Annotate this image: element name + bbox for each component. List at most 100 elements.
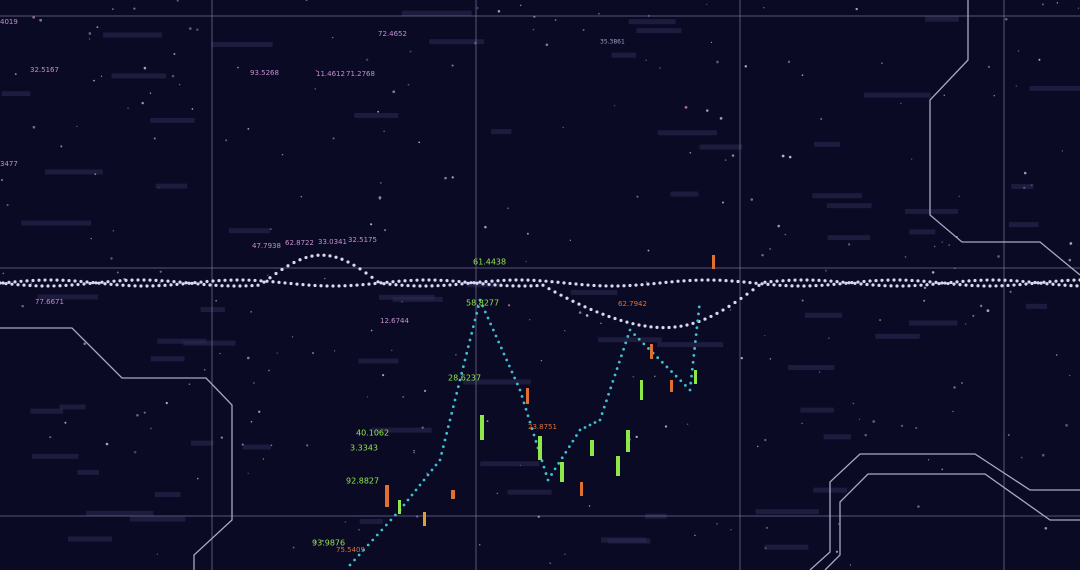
wave-dot bbox=[976, 284, 980, 288]
wave-dot bbox=[376, 280, 380, 284]
wave-dot bbox=[88, 281, 92, 286]
star bbox=[225, 139, 228, 142]
faint-bar bbox=[600, 537, 647, 543]
star bbox=[769, 358, 772, 360]
wave-dot bbox=[322, 253, 326, 257]
trail-dot bbox=[690, 367, 694, 371]
wave-dot bbox=[979, 278, 983, 282]
star bbox=[528, 318, 531, 321]
wave-dot bbox=[736, 279, 740, 284]
star bbox=[915, 427, 918, 430]
star bbox=[943, 94, 945, 96]
star bbox=[864, 433, 867, 437]
wave-dot bbox=[502, 278, 506, 282]
wave-dot bbox=[160, 279, 164, 283]
trail-dot bbox=[471, 325, 475, 329]
star bbox=[532, 28, 535, 31]
star bbox=[986, 309, 990, 313]
star bbox=[838, 523, 840, 525]
wave-dot bbox=[877, 283, 881, 287]
trail-dot bbox=[455, 391, 459, 395]
star bbox=[159, 270, 162, 273]
trail-dot bbox=[613, 373, 617, 377]
star bbox=[32, 125, 36, 129]
wave-dot bbox=[886, 278, 890, 282]
star bbox=[156, 553, 158, 555]
wave-dot bbox=[16, 283, 20, 287]
star bbox=[923, 299, 926, 302]
star bbox=[724, 159, 727, 161]
star bbox=[1061, 150, 1064, 152]
wave-dot bbox=[133, 284, 137, 288]
wave-dot bbox=[379, 281, 383, 285]
wave-dot bbox=[781, 279, 785, 283]
wave-dot bbox=[754, 281, 758, 285]
wave-dot bbox=[589, 307, 593, 312]
wave-dot bbox=[334, 255, 338, 259]
trail-dot bbox=[622, 347, 625, 351]
wave-dot bbox=[301, 283, 305, 287]
wave-dot bbox=[601, 312, 605, 316]
wave-dot bbox=[274, 271, 278, 276]
wave-dot bbox=[934, 280, 938, 284]
trail-dot bbox=[524, 407, 528, 411]
wave-dot bbox=[142, 278, 146, 282]
wave-dot bbox=[952, 282, 956, 286]
wave-dot bbox=[268, 276, 272, 280]
wave-dot bbox=[109, 282, 113, 286]
wave-dot bbox=[925, 283, 929, 287]
star bbox=[507, 304, 511, 307]
wave-dot bbox=[481, 282, 485, 286]
wave-dot bbox=[154, 278, 158, 282]
trail-dot bbox=[693, 347, 697, 350]
trail-dot bbox=[389, 518, 393, 522]
star bbox=[136, 413, 139, 417]
wave-dot bbox=[802, 284, 806, 288]
star bbox=[993, 94, 996, 97]
wave-dot bbox=[247, 278, 251, 282]
star bbox=[305, 0, 308, 1]
star bbox=[246, 356, 250, 360]
wave-dot bbox=[145, 284, 149, 288]
wave-dot bbox=[940, 281, 944, 285]
wave-dot bbox=[478, 280, 482, 284]
wave-dot bbox=[43, 278, 47, 282]
wave-dot bbox=[37, 278, 41, 282]
star bbox=[716, 60, 719, 64]
wave-dot bbox=[712, 278, 716, 282]
trail-dot bbox=[542, 465, 546, 469]
wave-dot bbox=[910, 278, 914, 283]
trail-dot bbox=[620, 354, 623, 358]
wave-dot bbox=[262, 280, 266, 284]
star bbox=[1023, 171, 1027, 175]
wave-dot bbox=[370, 275, 374, 279]
wave-dot bbox=[727, 304, 731, 309]
number-label: 40.1062 bbox=[356, 429, 389, 438]
wave-dot bbox=[223, 278, 227, 282]
wave-dot bbox=[514, 278, 518, 282]
wave-dot bbox=[307, 283, 311, 287]
candle bbox=[712, 255, 715, 269]
wave-dot bbox=[679, 324, 683, 328]
star bbox=[409, 50, 412, 53]
trail-dot bbox=[476, 305, 480, 309]
wave-dot bbox=[604, 284, 608, 288]
wave-dot bbox=[277, 280, 281, 284]
wave-dot bbox=[52, 284, 56, 288]
star bbox=[635, 435, 638, 439]
star bbox=[554, 19, 557, 21]
wave-dot bbox=[0, 281, 2, 285]
star bbox=[258, 410, 261, 413]
wave-dot bbox=[997, 278, 1001, 282]
trail-dot bbox=[544, 472, 548, 475]
star bbox=[1069, 242, 1073, 245]
trail-dot bbox=[353, 558, 356, 562]
wave-dot bbox=[961, 279, 965, 283]
wave-dot bbox=[454, 282, 458, 287]
star bbox=[788, 155, 792, 159]
star bbox=[196, 28, 199, 31]
wave-dot bbox=[673, 325, 677, 329]
star bbox=[764, 438, 767, 442]
star bbox=[659, 67, 661, 69]
number-label: 32.5167 bbox=[30, 66, 59, 74]
